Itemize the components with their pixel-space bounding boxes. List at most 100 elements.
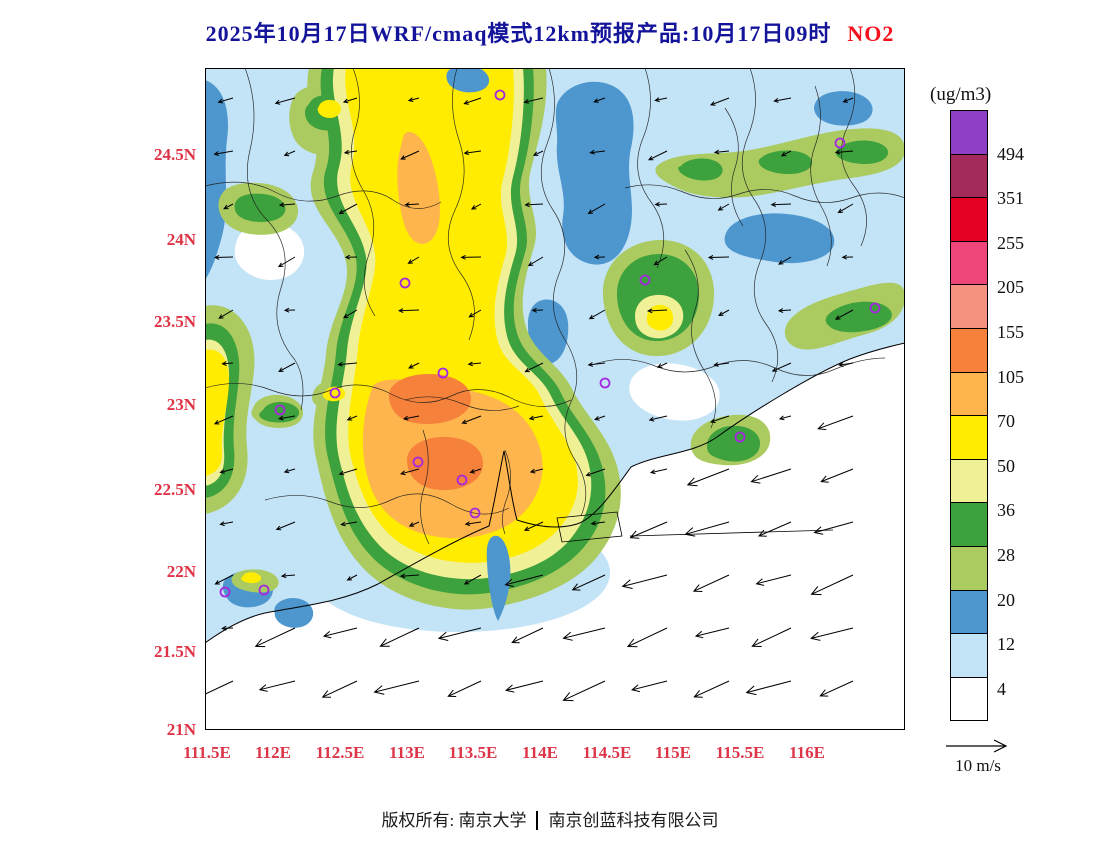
legend-color-cell [950, 502, 988, 547]
wind-arrow [707, 254, 730, 260]
lon-tick-label: 115.5E [715, 743, 765, 762]
city-marker [834, 137, 846, 149]
wind-arrow [770, 202, 792, 207]
wind-arrow [713, 362, 730, 367]
wind-arrow [589, 149, 606, 155]
wind-arrow [838, 362, 854, 367]
legend-color-cell [950, 458, 988, 504]
legend-color-cell [950, 240, 988, 286]
wind-arrow [717, 203, 730, 211]
city-markers [219, 89, 881, 598]
footer-divider [536, 811, 539, 830]
legend-color-cell [950, 633, 988, 678]
city-marker [437, 367, 449, 379]
city-marker [274, 404, 286, 416]
page-title-main: 2025年10月17日WRF/cmaq模式12km预报产品:10月17日09时 [205, 21, 832, 46]
wind-arrow [213, 150, 234, 156]
wind-arrow [819, 680, 854, 697]
wind-arrow [504, 574, 544, 587]
wind-arrow [404, 202, 420, 208]
wind-arrow [470, 203, 482, 210]
wind-arrow [562, 627, 606, 641]
wind-arrow [771, 362, 792, 372]
wind-arrow [532, 150, 544, 156]
wind-arrow [718, 309, 730, 317]
page-title: 2025年10月17日WRF/cmaq模式12km预报产品:10月17日09时 N… [0, 16, 1100, 48]
wind-arrow [340, 521, 358, 527]
lon-tick-label: 116E [789, 743, 825, 762]
wind-arrow [219, 521, 234, 527]
wind-arrow [692, 574, 730, 592]
legend-level-label: 70 [997, 411, 1015, 432]
wind-scale-label: 10 m/s [955, 756, 1001, 775]
wind-arrow [223, 203, 234, 210]
city-marker [329, 387, 341, 399]
wind-arrow [588, 309, 606, 320]
legend-level-label: 20 [997, 589, 1015, 610]
forecast-map [205, 68, 905, 730]
wind-arrow [463, 150, 482, 156]
map-frame [205, 68, 905, 730]
wind-arrow [813, 521, 854, 535]
legend-level-label: 205 [997, 277, 1024, 298]
wind-arrow [214, 574, 234, 585]
wind-arrow [464, 521, 482, 527]
legend-level-label: 494 [997, 143, 1024, 164]
wind-arrow [693, 680, 730, 698]
wind-arrow [402, 415, 420, 421]
legend-unit: (ug/m3) [930, 84, 992, 105]
wind-arrow [274, 97, 296, 105]
legend-level-label: 28 [997, 545, 1015, 565]
wind-arrow [757, 521, 792, 537]
wind-arrow [710, 415, 730, 424]
wind-arrow [463, 97, 482, 105]
lon-tick-label: 113E [389, 743, 425, 762]
wind-arrow [217, 97, 234, 104]
legend-level-labels: 494 351 255 205 155 105 70 50 36 28 20 12 4 [997, 110, 1067, 740]
wind-arrow [629, 521, 668, 539]
wind-arrow [656, 362, 668, 368]
wind-arrow [755, 574, 792, 586]
wind-arrow [709, 97, 730, 106]
wind-arrow [531, 307, 544, 313]
wind-arrow [562, 680, 606, 702]
wind-arrow [684, 521, 730, 537]
city-marker [869, 302, 881, 314]
lon-tick-label: 112.5E [315, 743, 365, 762]
wind-arrow [400, 150, 420, 160]
wind-arrow [258, 680, 296, 692]
lon-tick-label: 114.5E [582, 743, 632, 762]
legend-color-cell [950, 197, 988, 242]
wind-arrow [346, 574, 358, 581]
lat-tick-label: 24N [166, 230, 196, 249]
lat-tick-label: 21.5N [153, 642, 196, 661]
wind-arrow [523, 97, 544, 104]
city-marker [219, 586, 231, 598]
wind-arrow [275, 521, 296, 531]
legend-color-cell [950, 284, 988, 329]
wind-arrow [587, 203, 606, 214]
wind-scale-arrow [946, 739, 1008, 753]
pollutant-label: NO2 [847, 21, 895, 46]
concentration-field [205, 68, 905, 643]
wind-arrow [646, 308, 668, 314]
legend-color-cell [950, 676, 988, 722]
wind-arrow [585, 468, 606, 477]
city-marker [456, 474, 468, 486]
lat-tick-label: 22.5N [153, 480, 196, 499]
wind-arrow [713, 149, 730, 155]
wind-arrow [221, 625, 234, 631]
wind-arrow [278, 415, 296, 421]
wind-arrow [593, 97, 606, 103]
wind-arrow [447, 680, 482, 697]
wind-arrow [773, 97, 792, 103]
wind-arrow [342, 309, 358, 319]
copyright-right: 南京创蓝科技有限公司 [548, 811, 719, 830]
city-marker [734, 431, 746, 443]
copyright-footer: 版权所有: 南京大学 南京创蓝科技有限公司 [0, 806, 1100, 831]
wind-arrow [780, 150, 792, 157]
lon-tick-label: 111.5E [183, 743, 231, 762]
wind-arrow [527, 256, 544, 267]
wind-arrow [621, 574, 668, 589]
